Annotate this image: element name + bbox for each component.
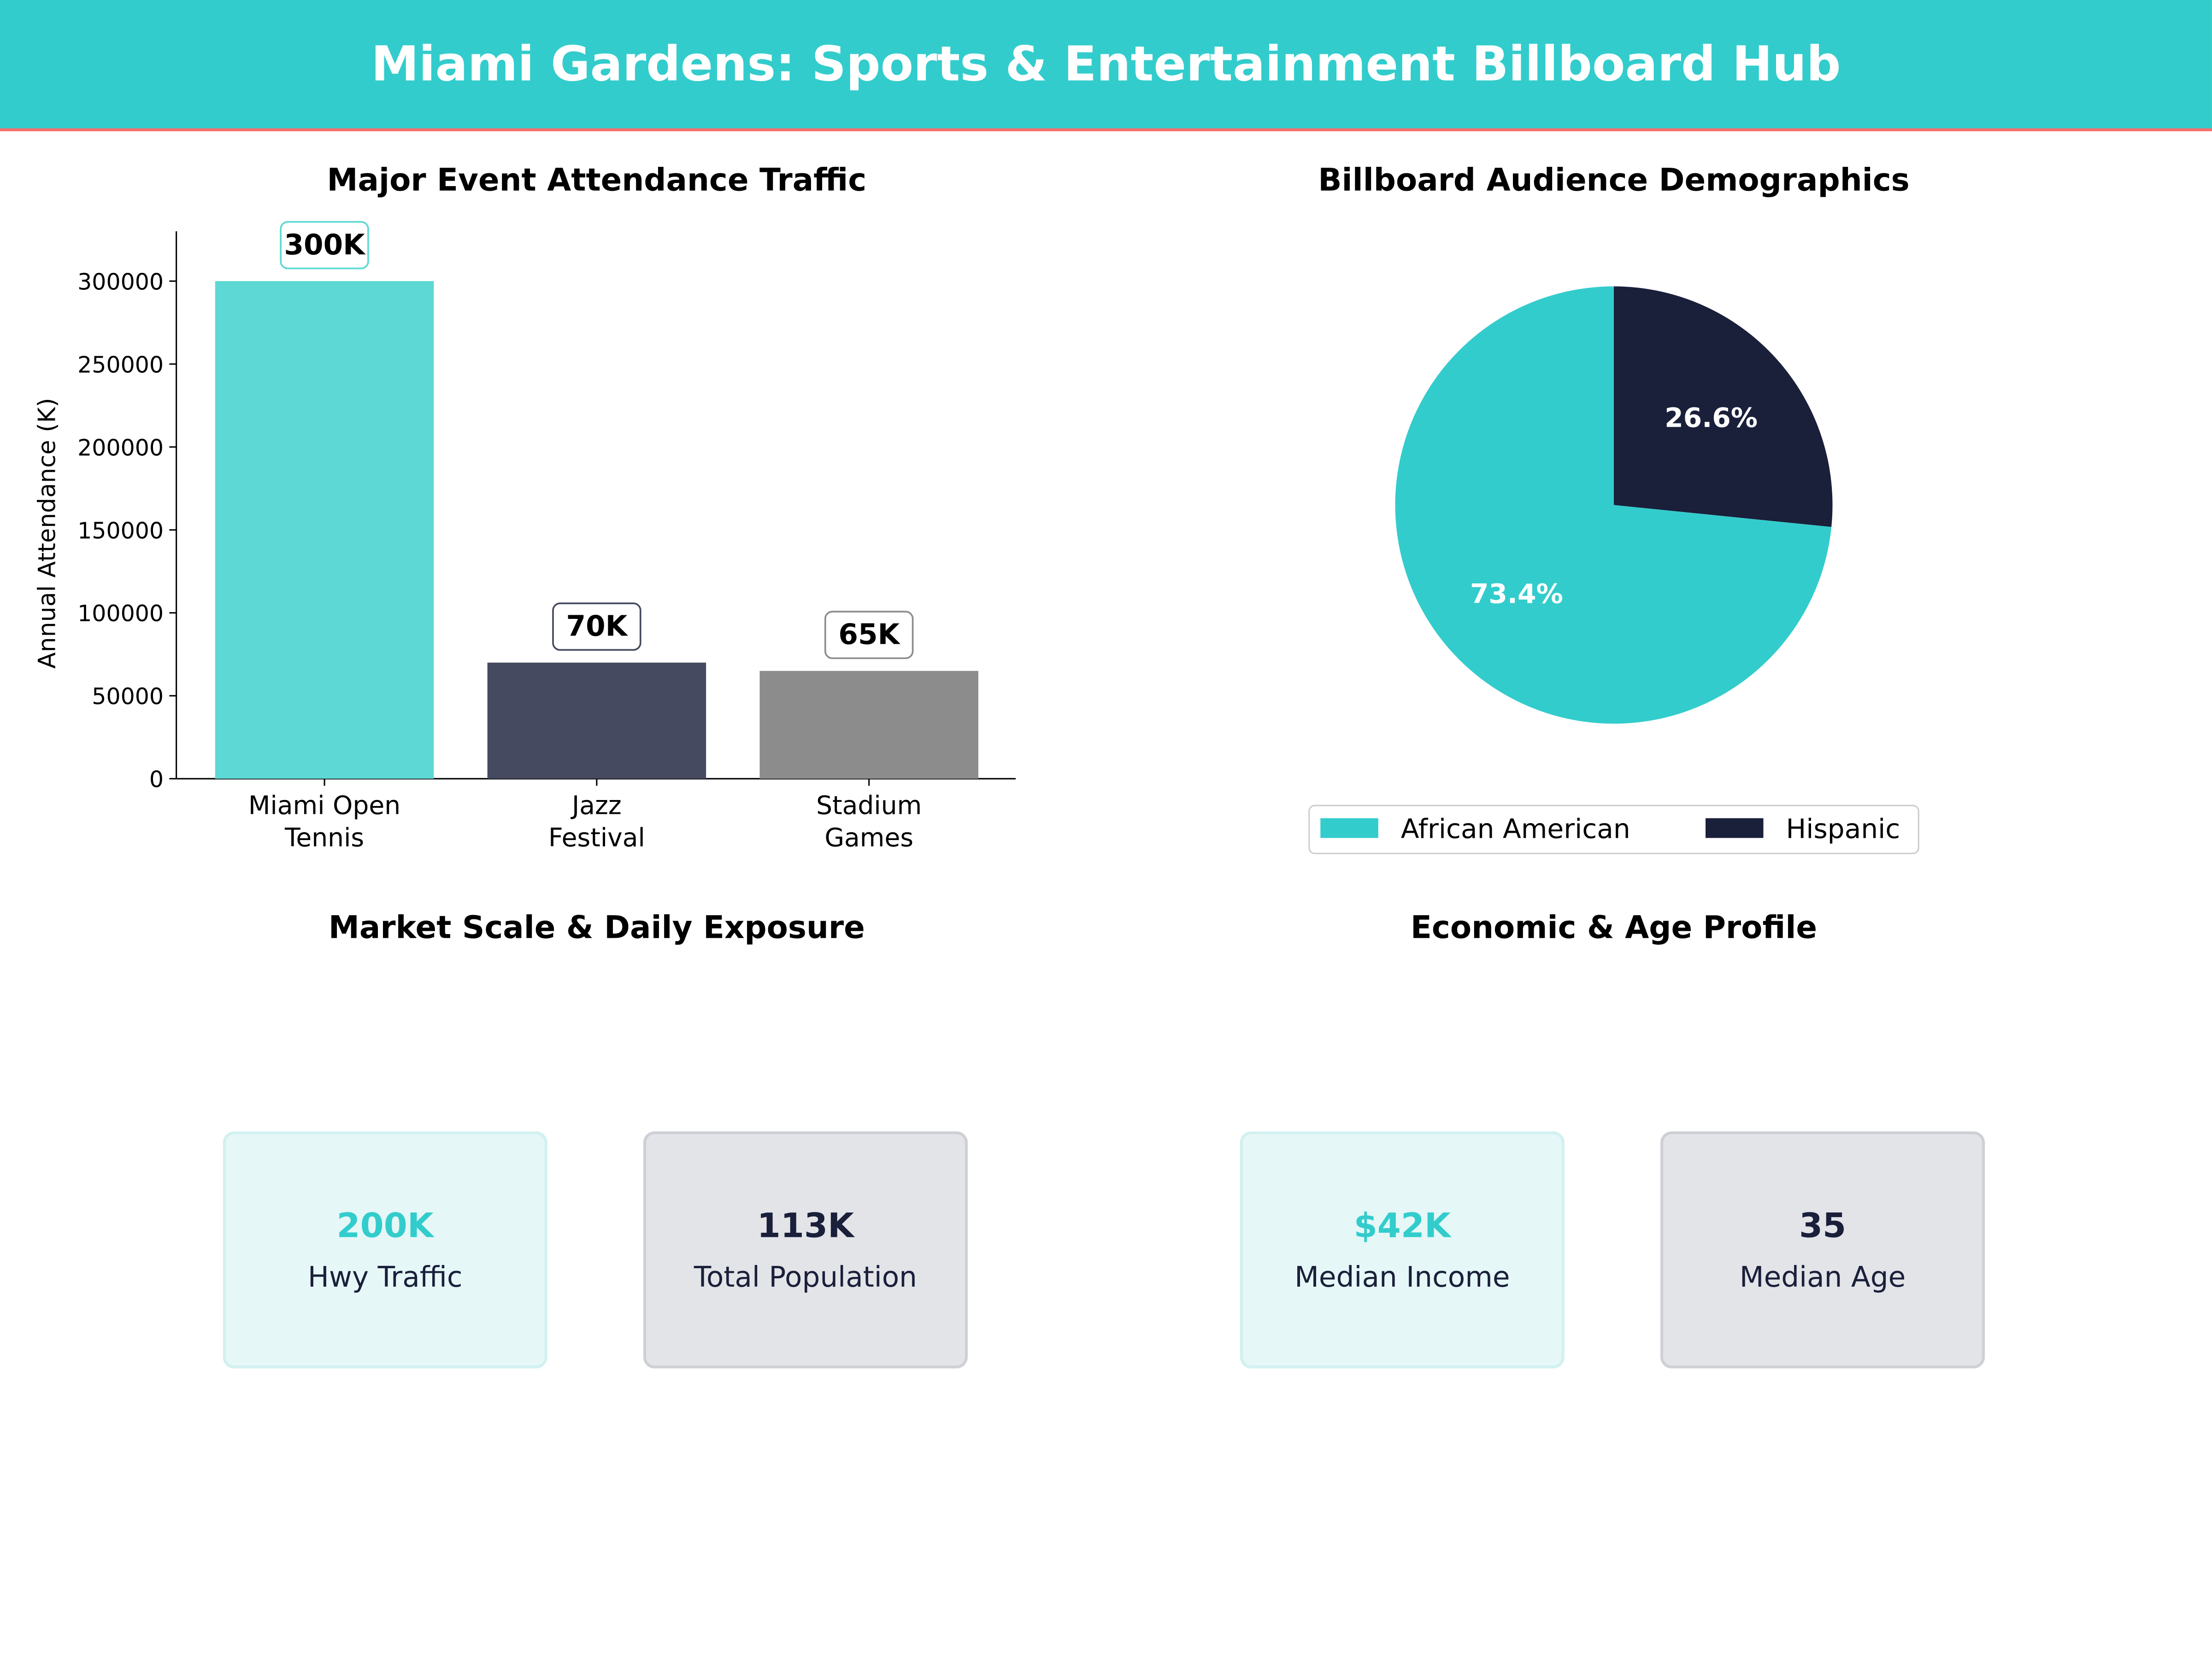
kpi-card-median-income: $42K Median Income: [1240, 1131, 1565, 1369]
kpi-value: 35: [1799, 1206, 1847, 1246]
kpi-value: 113K: [757, 1206, 854, 1246]
x-tick-label: Tennis: [284, 823, 364, 853]
legend-box: [1308, 805, 1919, 854]
legend-swatch: [1705, 818, 1764, 838]
bar-value-label: 300K: [284, 229, 366, 261]
y-axis-label: Annual Attendance (K): [33, 398, 61, 669]
y-tick-label: 150000: [77, 518, 164, 544]
market-title: Market Scale & Daily Exposure: [328, 911, 865, 947]
pie-slice: [1614, 286, 1833, 527]
kpi-label: Median Income: [1294, 1259, 1510, 1294]
legend-label: African American: [1401, 813, 1630, 844]
x-tick-label: Festival: [548, 823, 645, 853]
bar-value-label: 70K: [566, 610, 629, 643]
y-tick-label: 300000: [77, 269, 164, 295]
kpi-card-hwy-traffic: 200K Hwy Traffic: [223, 1131, 547, 1369]
x-tick-label: Miami Open: [248, 790, 400, 820]
bar-chart-title: Major Event Attendance Traffic: [327, 164, 867, 199]
kpi-card-median-age: 35 Median Age: [1660, 1131, 1985, 1369]
kpi-value: $42K: [1353, 1206, 1451, 1246]
pie-chart-title: Billboard Audience Demographics: [1318, 164, 1910, 199]
y-tick-label: 250000: [77, 352, 164, 378]
bar-value-label-box: [280, 221, 369, 270]
bar: [759, 671, 978, 779]
pie-slice-label: 73.4%: [1470, 578, 1563, 609]
page-title: Miami Gardens: Sports & Entertainment Bi…: [371, 36, 1841, 93]
y-tick-label: 100000: [77, 600, 164, 627]
kpi-label: Total Population: [694, 1259, 918, 1294]
bar-value-label-box: [824, 611, 914, 659]
legend: African American Hispanic: [1308, 805, 1919, 854]
kpi-value: 200K: [336, 1206, 434, 1246]
bar: [487, 662, 706, 779]
y-tick-label: 0: [149, 766, 164, 793]
bar: [215, 281, 434, 779]
kpi-label: Hwy Traffic: [307, 1259, 463, 1294]
x-tick-label: Jazz: [571, 790, 622, 820]
legend-label: Hispanic: [1786, 813, 1900, 844]
x-tick-label: Stadium: [816, 790, 922, 820]
pie-slice: [1395, 286, 1832, 724]
profile-title: Economic & Age Profile: [1410, 911, 1818, 947]
y-tick-label: 200000: [77, 435, 164, 461]
kpi-card-total-population: 113K Total Population: [643, 1131, 968, 1369]
legend-swatch: [1320, 818, 1378, 838]
y-tick-label: 50000: [92, 683, 164, 710]
bar-value-label-box: [552, 602, 641, 651]
pie-slice-label: 26.6%: [1665, 402, 1758, 433]
x-tick-label: Games: [824, 823, 913, 853]
bar-value-label: 65K: [838, 618, 900, 651]
pie-chart: 26.6% 73.4% African American Hispanic: [1308, 286, 1919, 854]
header-banner: Miami Gardens: Sports & Entertainment Bi…: [0, 0, 2212, 131]
kpi-label: Median Age: [1739, 1259, 1906, 1294]
bar-chart: 0 50000 100000 150000 200000 250000 300000 Annu…: [33, 221, 1016, 853]
